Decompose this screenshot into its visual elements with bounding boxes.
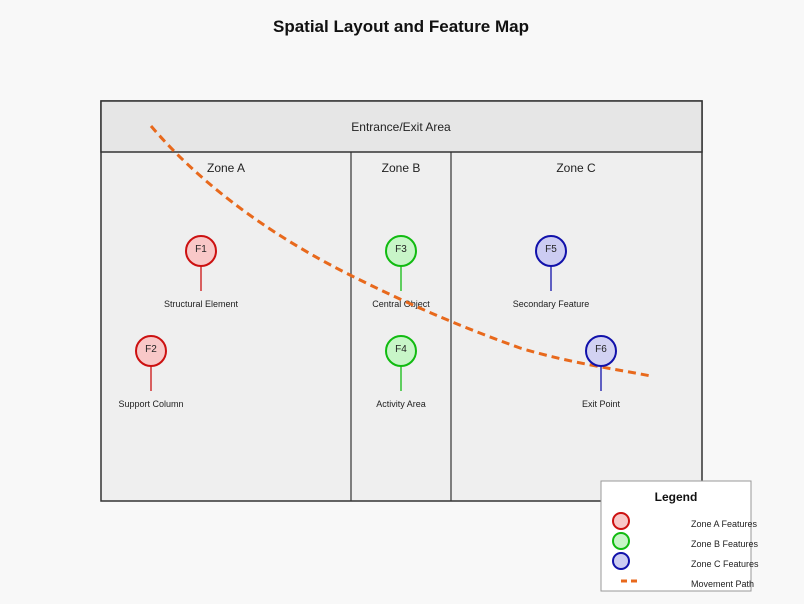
feature-f2: F2 Support Column [118, 335, 184, 409]
feature-id: F5 [545, 244, 557, 255]
movement-path [149, 125, 652, 378]
legend-item-label: Zone B Features [691, 539, 759, 549]
zone-c-label: Zone C [556, 161, 596, 175]
zone-a-marker-icon [612, 512, 630, 530]
map-pin-icon [185, 235, 217, 267]
feature-f4: F4 Activity Area [376, 335, 426, 409]
diagram-title: Spatial Layout and Feature Map [273, 17, 529, 36]
feature-label: Support Column [118, 399, 183, 409]
feature-id: F6 [595, 344, 607, 355]
feature-label: Activity Area [376, 399, 426, 409]
site-boundary [100, 100, 703, 502]
map-pin-icon [385, 235, 417, 267]
feature-id: F1 [195, 244, 207, 255]
map-pin-icon [135, 335, 167, 367]
zone-c-marker-icon [612, 552, 630, 570]
feature-label: Exit Point [582, 399, 621, 409]
zone-b-marker-icon [612, 532, 630, 550]
feature-f6: F6 Exit Point [582, 335, 621, 409]
legend-title: Legend [655, 490, 698, 504]
feature-label: Secondary Feature [513, 299, 590, 309]
zone-b-label: Zone B [382, 161, 421, 175]
feature-f3: F3 Central Object [372, 235, 430, 309]
feature-f5: F5 Secondary Feature [513, 235, 590, 309]
feature-id: F2 [145, 344, 157, 355]
feature-id: F3 [395, 244, 407, 255]
legend-item-label: Zone C Features [691, 559, 759, 569]
feature-id: F4 [395, 344, 407, 355]
map-pin-icon [535, 235, 567, 267]
zone-a-label: Zone A [207, 161, 245, 175]
entrance-label: Entrance/Exit Area [351, 120, 451, 134]
map-pin-icon [585, 335, 617, 367]
entrance-area [100, 100, 703, 153]
legend: Legend Zone A Features Zone B Features Z… [600, 480, 759, 592]
legend-item-label: Movement Path [691, 579, 754, 589]
legend-item-label: Zone A Features [691, 519, 758, 529]
feature-label: Structural Element [164, 299, 239, 309]
feature-f1: F1 Structural Element [164, 235, 239, 309]
feature-label: Central Object [372, 299, 430, 309]
map-pin-icon [385, 335, 417, 367]
